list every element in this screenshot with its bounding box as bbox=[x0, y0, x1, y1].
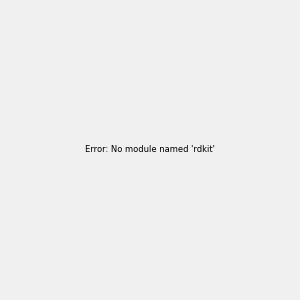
Text: Error: No module named 'rdkit': Error: No module named 'rdkit' bbox=[85, 146, 215, 154]
